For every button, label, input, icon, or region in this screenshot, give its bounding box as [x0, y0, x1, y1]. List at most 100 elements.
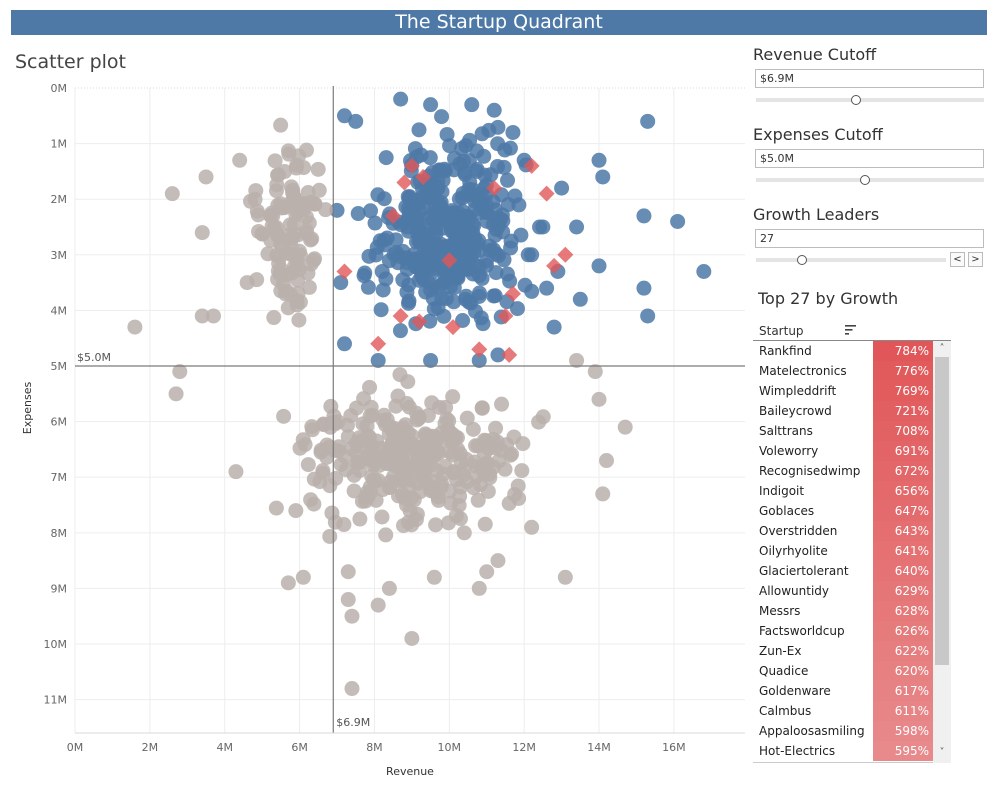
startup-name: Baileycrowd	[759, 404, 832, 418]
growth-value: 628%	[894, 604, 929, 618]
scroll-thumb[interactable]	[935, 357, 949, 665]
data-point-above	[411, 122, 427, 138]
data-point-above	[434, 109, 450, 125]
growth-cell: 647%	[873, 501, 933, 521]
data-point-below	[269, 247, 285, 263]
data-point-above	[591, 152, 607, 168]
data-point-above	[432, 162, 448, 178]
data-point-above	[442, 279, 458, 295]
data-point-above	[471, 352, 487, 368]
table-row[interactable]: Factsworldcup 626%	[753, 621, 933, 641]
sort-descending-icon[interactable]	[845, 325, 857, 335]
data-point-below	[452, 488, 468, 504]
data-point-below	[194, 308, 210, 324]
growth-cell: 620%	[873, 661, 933, 681]
data-point-below	[228, 464, 244, 480]
data-point-leader	[546, 257, 563, 274]
growth-leaders-slider[interactable]	[756, 258, 946, 262]
data-point-above	[472, 205, 488, 221]
x-axis-label: Revenue	[386, 765, 434, 778]
data-point-below	[374, 509, 390, 525]
data-point-below	[289, 203, 305, 219]
table-row[interactable]: Goblaces 647%	[753, 501, 933, 521]
startup-name: Zun-Ex	[759, 644, 802, 658]
growth-value: 611%	[894, 704, 929, 718]
data-point-above	[486, 102, 502, 118]
data-point-below	[296, 160, 312, 176]
x-tick-label: 16M	[662, 741, 686, 754]
revenue-cutoff-input[interactable]: $6.9M	[755, 69, 984, 88]
growth-value: 617%	[894, 684, 929, 698]
data-point-below	[397, 472, 413, 488]
growth-cell: 595%	[873, 741, 933, 761]
startup-name: Rankfind	[759, 344, 812, 358]
data-point-above	[524, 283, 540, 299]
column-header-startup[interactable]: Startup	[759, 324, 804, 338]
table-row[interactable]: Zun-Ex 622%	[753, 641, 933, 661]
growth-table[interactable]: Rankfind 784% Matelectronics 776% Wimpleddri…	[753, 341, 933, 763]
growth-value: 629%	[894, 584, 929, 598]
data-point-below	[301, 279, 317, 295]
data-point-above	[485, 194, 501, 210]
table-row[interactable]: Oilyrhyolite 641%	[753, 541, 933, 561]
growth-slider-thumb[interactable]	[796, 255, 807, 265]
table-row[interactable]: Recognisedwimp 672%	[753, 461, 933, 481]
data-point-above	[360, 279, 376, 295]
data-point-below	[127, 319, 143, 335]
data-point-below	[286, 258, 302, 274]
data-point-below	[430, 489, 446, 505]
expenses-cutoff-input[interactable]: $5.0M	[755, 149, 984, 168]
expenses-slider-thumb[interactable]	[860, 175, 871, 185]
startup-name: Calmbus	[759, 704, 812, 718]
chevron-left-icon[interactable]: <	[950, 252, 965, 267]
table-scrollbar[interactable]: ˄ ˅	[933, 341, 951, 763]
scroll-down-icon[interactable]: ˅	[939, 747, 945, 758]
revenue-cutoff-slider[interactable]	[756, 98, 984, 102]
table-row[interactable]: Glaciertolerant 640%	[753, 561, 933, 581]
data-point-leader	[370, 335, 387, 352]
x-tick-label: 10M	[438, 741, 462, 754]
growth-cell: 708%	[873, 421, 933, 441]
table-row[interactable]: Allowuntidy 629%	[753, 581, 933, 601]
growth-cell: 598%	[873, 721, 933, 741]
scroll-up-icon[interactable]: ˄	[939, 343, 945, 354]
data-point-above	[401, 277, 417, 293]
table-row[interactable]: Overstridden 643%	[753, 521, 933, 541]
data-point-below	[276, 408, 292, 424]
data-point-below	[354, 432, 370, 448]
data-point-above	[490, 347, 506, 363]
table-row[interactable]: Indigoit 656%	[753, 481, 933, 501]
y-tick-label: 9M	[51, 582, 68, 595]
growth-cell: 622%	[873, 641, 933, 661]
data-point-above	[495, 224, 511, 240]
data-point-below	[306, 496, 322, 512]
table-row[interactable]: Appaloosasmiling 598%	[753, 721, 933, 741]
table-row[interactable]: Baileycrowd 721%	[753, 401, 933, 421]
table-row[interactable]: Voleworry 691%	[753, 441, 933, 461]
growth-value: 643%	[894, 524, 929, 538]
table-row[interactable]: Hot-Electrics 595%	[753, 741, 933, 761]
data-point-below	[242, 193, 258, 209]
growth-leaders-label: Growth Leaders	[753, 205, 880, 224]
revenue-slider-thumb[interactable]	[851, 95, 862, 105]
table-row[interactable]: Salttrans 708%	[753, 421, 933, 441]
table-row[interactable]: Rankfind 784%	[753, 341, 933, 361]
scatter-chart[interactable]: $6.9M $5.0M 0M 2M 4M 6M 8M 10M 12M 14M 16M 0M 1M 2M 3…	[0, 80, 750, 787]
table-row[interactable]: Messrs 628%	[753, 601, 933, 621]
table-row[interactable]: Quadice 620%	[753, 661, 933, 681]
data-point-below	[343, 408, 359, 424]
data-point-leader	[523, 157, 540, 174]
data-point-above	[381, 253, 397, 269]
growth-value: 672%	[894, 464, 929, 478]
data-point-below	[362, 408, 378, 424]
data-point-above	[503, 240, 519, 256]
table-row[interactable]: Matelectronics 776%	[753, 361, 933, 381]
startup-name: Recognisedwimp	[759, 464, 861, 478]
data-point-above	[488, 246, 504, 262]
table-row[interactable]: Calmbus 611%	[753, 701, 933, 721]
chevron-right-icon[interactable]: >	[968, 252, 983, 267]
table-row[interactable]: Wimpleddrift 769%	[753, 381, 933, 401]
growth-leaders-input[interactable]: 27	[755, 229, 984, 248]
table-row[interactable]: Goldenware 617%	[753, 681, 933, 701]
data-point-leader	[411, 313, 428, 330]
